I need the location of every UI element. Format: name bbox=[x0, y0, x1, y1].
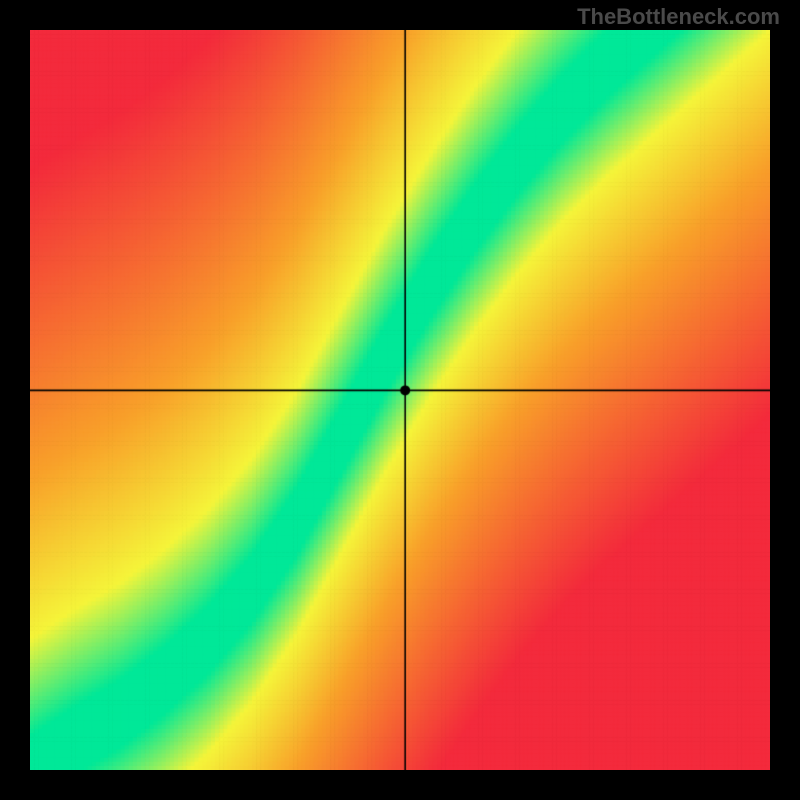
chart-frame: TheBottleneck.com bbox=[0, 0, 800, 800]
plot-area bbox=[30, 30, 770, 770]
bottleneck-heatmap bbox=[30, 30, 770, 770]
watermark-text: TheBottleneck.com bbox=[577, 4, 780, 30]
